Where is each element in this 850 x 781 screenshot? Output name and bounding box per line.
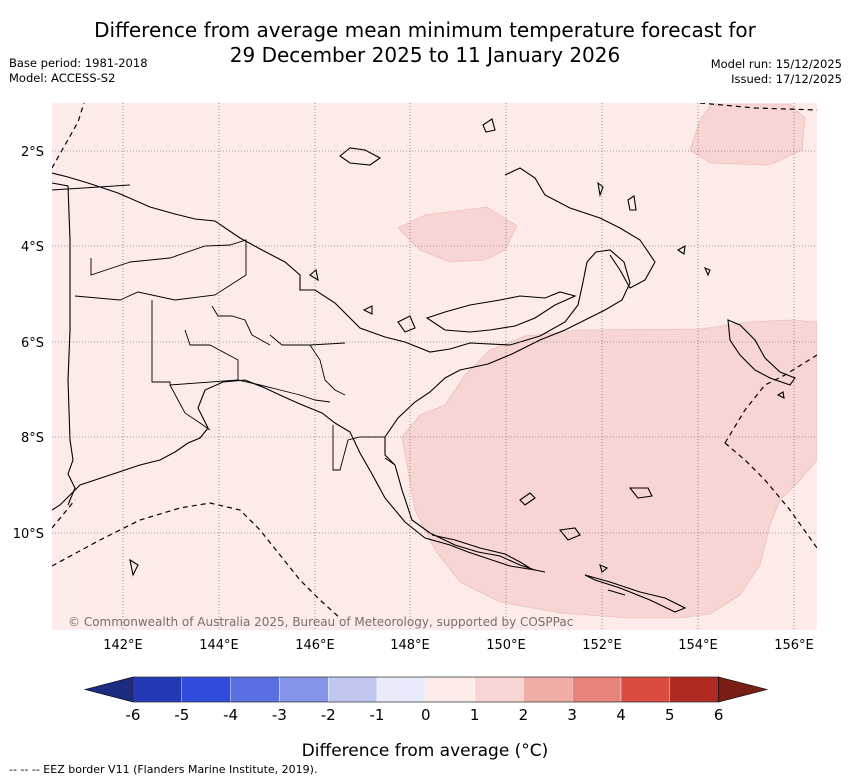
lat-label: 8°S [21,431,44,446]
colorbar-segment [132,676,182,703]
latitude-labels: 2°S 4°S 6°S 8°S 10°S [13,145,44,542]
graticule [52,103,817,630]
title-line-1: Difference from average mean minimum tem… [94,18,756,42]
anomaly-region-north-east [689,103,806,166]
province-borders [52,184,396,471]
colorbar-label: Difference from average (°C) [301,741,549,761]
lon-label: 142°E [103,638,143,653]
colorbar-segment [328,676,378,703]
colorbar-extend-high [718,676,769,703]
colorbar-segment [376,676,426,703]
colorbar-segment [279,676,329,703]
lon-label: 156°E [774,638,814,653]
colorbar-segment [181,676,231,703]
title-line-2: 29 December 2025 to 11 January 2026 [229,43,621,67]
colorbar-tick: -4 [223,706,238,724]
colorbar-tick: 1 [470,706,480,724]
lon-label: 146°E [295,638,335,653]
lon-label: 144°E [199,638,239,653]
issued-date: Issued: 17/12/2025 [731,72,842,86]
lon-label: 148°E [390,638,430,653]
copyright-note: © Commonwealth of Australia 2025, Bureau… [68,615,573,629]
colorbar-tick: 4 [616,706,626,724]
chart-title: Difference from average mean minimum tem… [0,18,850,68]
colorbar [83,676,769,703]
eez-legend-note: -- -- -- EEZ border V11 (Flanders Marine… [9,763,318,776]
colorbar-tick: 5 [665,706,675,724]
colorbar-segment [474,676,524,703]
colorbar-tick: -1 [370,706,385,724]
colorbar-segment [230,676,280,703]
longitude-labels: 142°E 144°E 146°E 148°E 150°E 152°E 154°E 156°E [103,638,814,653]
lon-label: 150°E [486,638,526,653]
lon-label: 154°E [678,638,718,653]
eez-borders [52,103,817,619]
colorbar-tick: 6 [714,706,724,724]
anomaly-region-north [397,206,518,263]
lon-label: 152°E [582,638,622,653]
colorbar-tick: -2 [321,706,336,724]
colorbar-segment [572,676,622,703]
model-run: Model run: 15/12/2025 [710,57,842,71]
lat-label: 6°S [21,336,44,351]
colorbar-tick: 3 [567,706,577,724]
model-name: Model: ACCESS-S2 [9,71,116,85]
colorbar-tick-labels: -6 -5 -4 -3 -2 -1 0 1 2 3 4 5 6 [126,706,724,724]
run-info: Model run: 15/12/2025 Issued: 17/12/2025 [711,57,842,87]
colorbar-segment [620,676,670,703]
colorbar-tick: -3 [272,706,287,724]
colorbar-segment [425,676,475,703]
colorbar-segment [523,676,573,703]
colorbar-tick: 2 [519,706,529,724]
lat-label: 4°S [21,240,44,255]
lat-label: 2°S [21,145,44,160]
model-info: Base period: 1981-2018 Model: ACCESS-S2 [9,56,148,86]
base-period: Base period: 1981-2018 [9,56,148,70]
colorbar-segment [669,676,719,703]
lat-label: 10°S [13,527,44,542]
colorbar-tick: -6 [126,706,141,724]
colorbar-tick: 0 [421,706,431,724]
colorbar-tick: -5 [174,706,189,724]
colorbar-extend-low [83,676,134,703]
